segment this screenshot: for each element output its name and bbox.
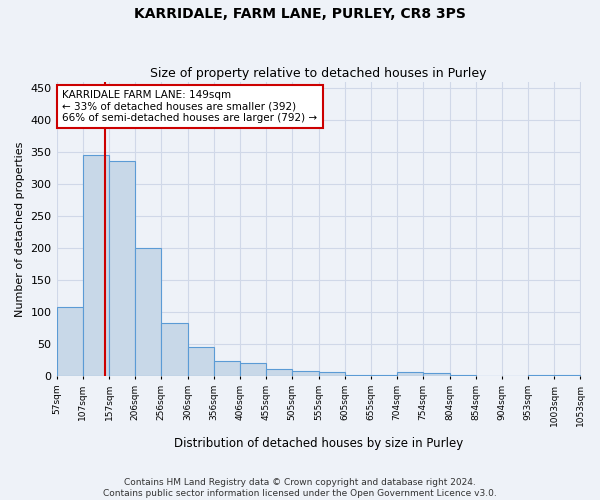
Bar: [188, 346, 214, 376]
Bar: [554, 375, 580, 376]
Bar: [423, 373, 449, 376]
Title: Size of property relative to detached houses in Purley: Size of property relative to detached ho…: [150, 66, 487, 80]
Bar: [345, 375, 371, 376]
Text: KARRIDALE FARM LANE: 149sqm
← 33% of detached houses are smaller (392)
66% of se: KARRIDALE FARM LANE: 149sqm ← 33% of det…: [62, 90, 317, 123]
Bar: [56, 307, 83, 376]
X-axis label: Distribution of detached houses by size in Purley: Distribution of detached houses by size …: [174, 437, 463, 450]
Bar: [292, 371, 319, 376]
Text: KARRIDALE, FARM LANE, PURLEY, CR8 3PS: KARRIDALE, FARM LANE, PURLEY, CR8 3PS: [134, 8, 466, 22]
Bar: [319, 372, 345, 376]
Bar: [161, 323, 188, 376]
Bar: [528, 375, 554, 376]
Bar: [83, 155, 109, 376]
Bar: [109, 160, 135, 376]
Bar: [397, 372, 423, 376]
Bar: [266, 369, 292, 376]
Bar: [214, 362, 240, 376]
Bar: [240, 364, 266, 376]
Bar: [135, 248, 161, 376]
Y-axis label: Number of detached properties: Number of detached properties: [15, 142, 25, 317]
Text: Contains HM Land Registry data © Crown copyright and database right 2024.
Contai: Contains HM Land Registry data © Crown c…: [103, 478, 497, 498]
